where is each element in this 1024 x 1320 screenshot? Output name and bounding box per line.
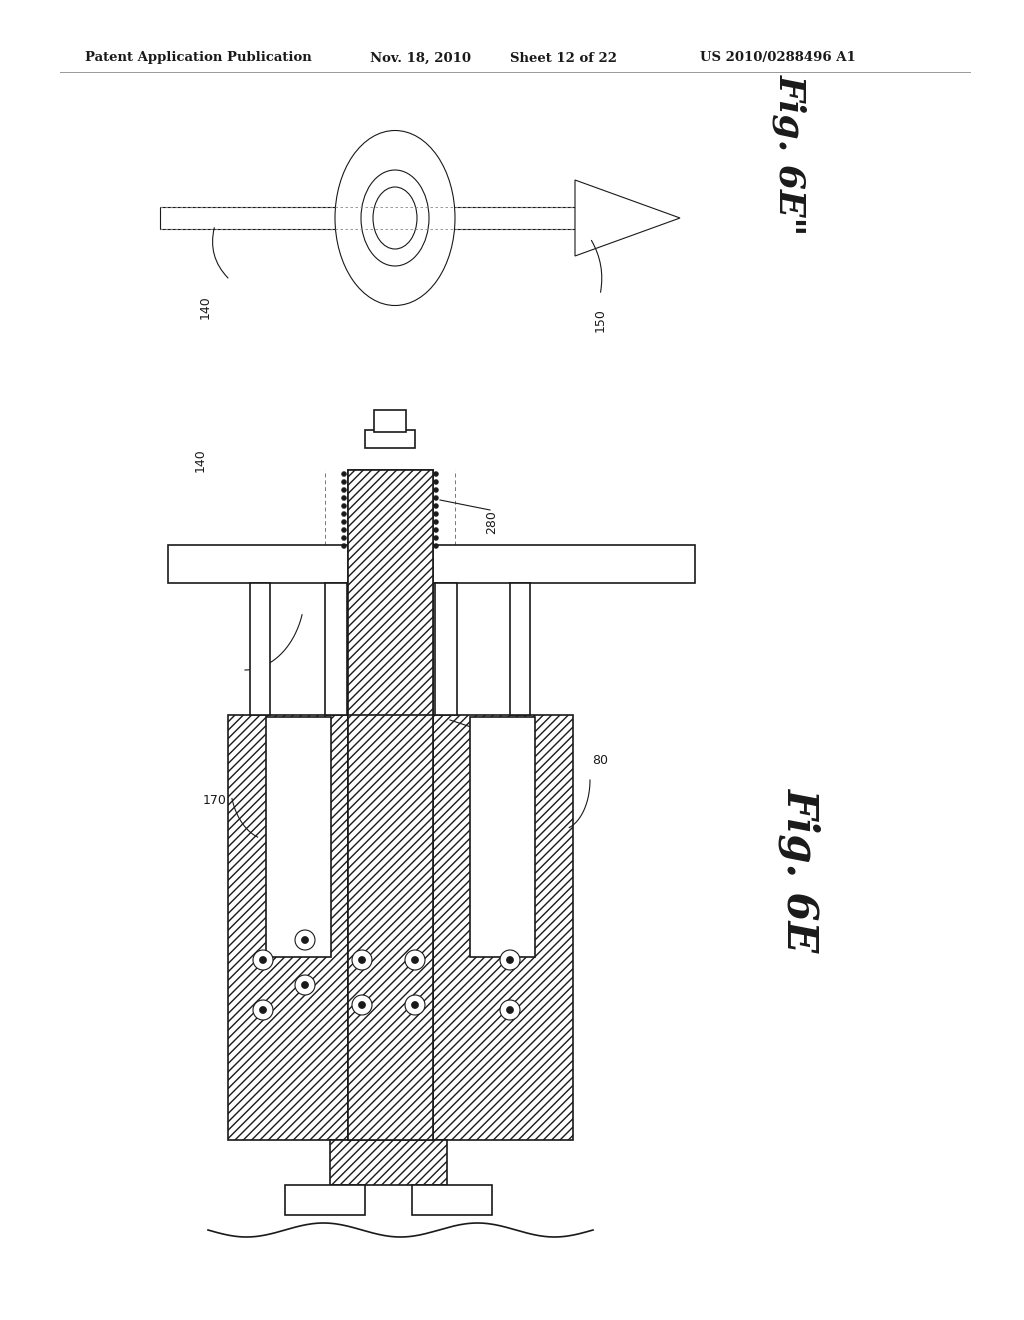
Bar — [250, 583, 270, 715]
Circle shape — [433, 503, 438, 508]
Bar — [435, 583, 457, 715]
Circle shape — [301, 982, 308, 989]
Text: 150: 150 — [594, 308, 606, 331]
Circle shape — [507, 957, 513, 964]
Bar — [160, 207, 575, 228]
Circle shape — [433, 511, 438, 516]
Circle shape — [341, 479, 346, 484]
Text: Nov. 18, 2010: Nov. 18, 2010 — [370, 51, 471, 65]
Circle shape — [406, 950, 425, 970]
Circle shape — [352, 950, 372, 970]
Text: 130: 130 — [508, 742, 520, 766]
Circle shape — [507, 1006, 513, 1014]
Circle shape — [341, 520, 346, 524]
Circle shape — [433, 544, 438, 549]
Circle shape — [341, 503, 346, 508]
Circle shape — [500, 1001, 520, 1020]
Circle shape — [259, 957, 266, 964]
Ellipse shape — [373, 187, 417, 249]
Ellipse shape — [335, 131, 455, 305]
Ellipse shape — [361, 170, 429, 267]
Circle shape — [341, 471, 346, 477]
Circle shape — [358, 957, 366, 964]
Bar — [228, 715, 573, 1140]
Circle shape — [253, 950, 273, 970]
Circle shape — [358, 1002, 366, 1008]
Bar — [285, 1185, 365, 1214]
Bar — [374, 411, 406, 432]
Bar — [325, 583, 347, 715]
Circle shape — [500, 950, 520, 970]
Bar — [412, 1185, 492, 1214]
Bar — [470, 717, 535, 957]
Bar — [348, 470, 433, 1180]
Circle shape — [301, 936, 308, 944]
Text: US 2010/0288496 A1: US 2010/0288496 A1 — [700, 51, 856, 65]
Circle shape — [341, 536, 346, 540]
Bar — [330, 1140, 447, 1185]
Circle shape — [406, 995, 425, 1015]
Circle shape — [412, 1002, 419, 1008]
Polygon shape — [575, 180, 680, 256]
Circle shape — [253, 1001, 273, 1020]
Circle shape — [352, 995, 372, 1015]
Circle shape — [433, 487, 438, 492]
Text: 140: 140 — [199, 294, 212, 318]
Circle shape — [433, 520, 438, 524]
Text: 280: 280 — [485, 510, 499, 533]
Text: Patent Application Publication: Patent Application Publication — [85, 51, 311, 65]
Text: Sheet 12 of 22: Sheet 12 of 22 — [510, 51, 617, 65]
Text: Fig. 6E": Fig. 6E" — [773, 74, 807, 236]
Bar — [168, 545, 695, 583]
Text: Fig. 6E: Fig. 6E — [778, 788, 821, 952]
Circle shape — [433, 471, 438, 477]
Circle shape — [412, 957, 419, 964]
Circle shape — [433, 495, 438, 500]
Bar — [266, 717, 331, 957]
Circle shape — [341, 495, 346, 500]
Circle shape — [295, 931, 315, 950]
Text: 140: 140 — [194, 447, 207, 471]
Circle shape — [341, 544, 346, 549]
Circle shape — [295, 975, 315, 995]
Bar — [510, 583, 530, 715]
Circle shape — [341, 487, 346, 492]
Text: 80: 80 — [592, 754, 608, 767]
Circle shape — [433, 536, 438, 540]
Text: 170: 170 — [203, 793, 227, 807]
Circle shape — [433, 528, 438, 532]
Bar — [348, 470, 433, 1180]
Circle shape — [341, 511, 346, 516]
Bar — [348, 715, 433, 1140]
Circle shape — [259, 1006, 266, 1014]
Bar — [365, 430, 415, 447]
Circle shape — [433, 479, 438, 484]
Circle shape — [341, 528, 346, 532]
